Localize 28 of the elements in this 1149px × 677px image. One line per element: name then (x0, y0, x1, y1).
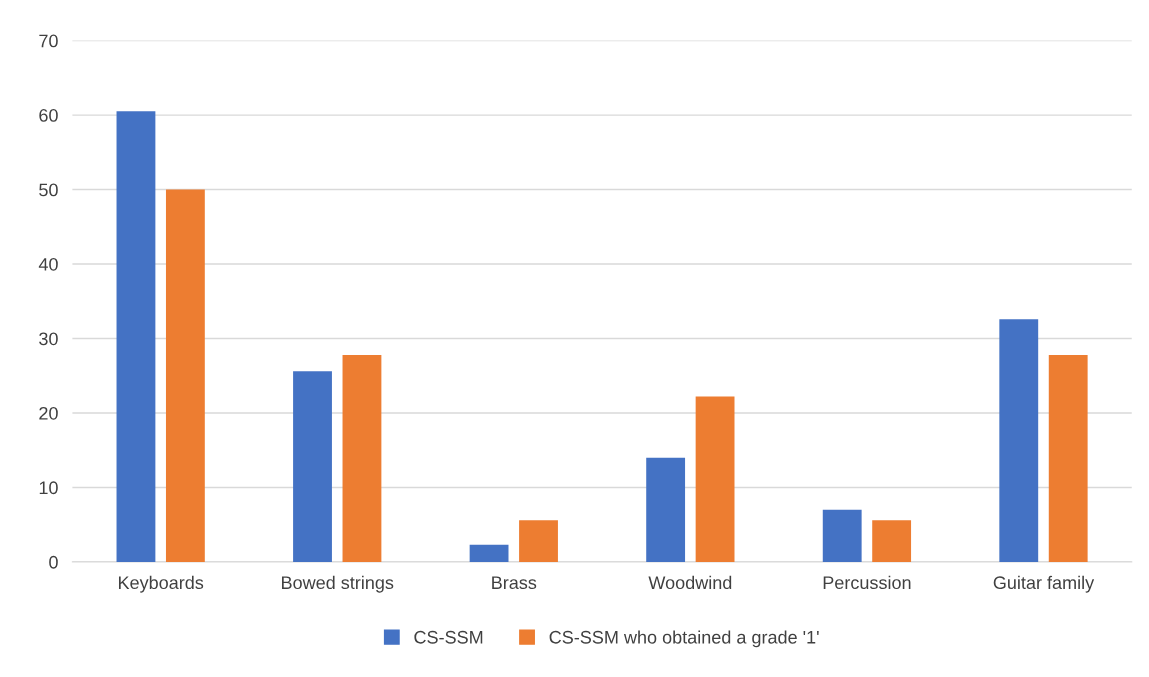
legend-label: CS-SSM who obtained a grade '1' (549, 630, 819, 648)
bar (165, 189, 205, 562)
y-tick-label: 20 (39, 406, 58, 420)
x-tick-label: Bowed strings (282, 575, 394, 593)
bar (342, 354, 382, 562)
bar (999, 319, 1039, 562)
bar (519, 520, 558, 562)
y-tick-label: 60 (39, 109, 58, 122)
bar (469, 544, 509, 562)
bar (116, 111, 156, 562)
y-tick-label: 70 (39, 34, 58, 48)
bar (293, 371, 332, 562)
bar (822, 509, 862, 562)
x-tick-label: Woodwind (648, 575, 732, 590)
bar (872, 520, 912, 562)
x-tick-label: Brass (492, 576, 537, 590)
bar (1048, 354, 1088, 562)
bar (646, 457, 686, 562)
x-tick-label: Percussion (823, 575, 911, 590)
y-tick-label: 50 (39, 183, 58, 197)
y-tick-label: 30 (39, 332, 58, 346)
legend-label: CS-SSM (414, 630, 483, 644)
y-tick-label: 10 (39, 481, 58, 495)
x-tick-label: Keyboards (118, 575, 204, 593)
y-tick-label: 40 (38, 257, 58, 271)
x-tick-label: Guitar family (993, 575, 1095, 593)
y-tick-label: 0 (49, 555, 58, 569)
bar (695, 396, 735, 562)
